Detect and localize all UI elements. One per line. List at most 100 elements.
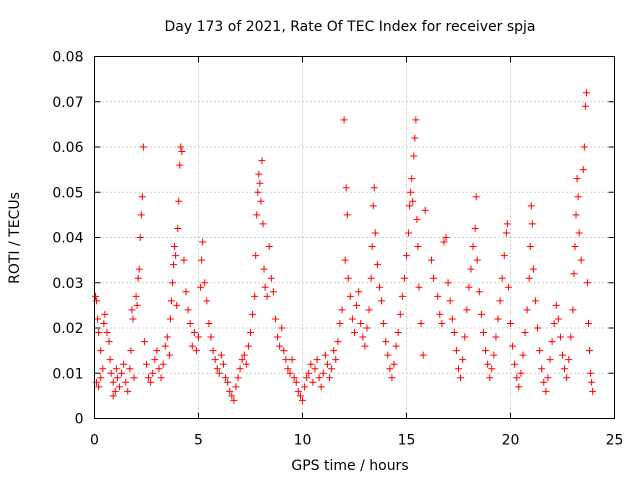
- data-point: [353, 301, 361, 309]
- data-point: [238, 356, 246, 364]
- data-point: [254, 188, 262, 196]
- data-point: [167, 297, 175, 305]
- data-point: [282, 356, 290, 364]
- data-point: [203, 297, 211, 305]
- data-point: [521, 329, 529, 337]
- data-point: [375, 283, 383, 291]
- data-point: [567, 333, 575, 341]
- data-point: [407, 188, 415, 196]
- data-point: [411, 134, 419, 142]
- data-point: [315, 374, 323, 382]
- data-point: [346, 292, 354, 300]
- data-point: [269, 288, 277, 296]
- data-point: [338, 306, 346, 314]
- data-point: [572, 211, 580, 219]
- data-point: [97, 374, 105, 382]
- data-point: [523, 306, 531, 314]
- data-point: [398, 292, 406, 300]
- data-point: [540, 378, 548, 386]
- data-point: [577, 256, 585, 264]
- data-point: [552, 301, 560, 309]
- data-point: [448, 315, 456, 323]
- data-point: [170, 261, 178, 269]
- y-tick-label: 0.04: [52, 231, 83, 247]
- data-point: [442, 234, 450, 241]
- data-point: [378, 297, 386, 305]
- data-point: [527, 202, 535, 210]
- data-point: [482, 347, 490, 355]
- data-point: [173, 301, 181, 309]
- data-point: [573, 175, 581, 183]
- data-point: [100, 319, 108, 327]
- data-point: [139, 143, 147, 151]
- data-point: [421, 206, 429, 214]
- y-tick-label: 0.07: [52, 95, 83, 111]
- y-tick-label: 0.03: [52, 276, 83, 292]
- data-point: [195, 333, 202, 341]
- data-point: [528, 220, 536, 228]
- data-point: [427, 256, 435, 264]
- data-point: [538, 365, 546, 373]
- y-axis-label: ROTI / TECUs: [7, 192, 23, 284]
- data-point: [97, 347, 105, 355]
- data-point: [536, 347, 544, 355]
- data-point: [259, 220, 267, 228]
- data-point: [332, 356, 340, 364]
- data-point: [509, 342, 517, 350]
- data-point: [303, 374, 311, 382]
- data-point: [294, 387, 302, 395]
- data-point: [569, 306, 577, 314]
- data-point: [386, 365, 394, 373]
- data-point: [368, 243, 376, 251]
- data-point: [174, 224, 182, 232]
- data-point: [563, 374, 571, 382]
- data-point: [475, 288, 483, 296]
- data-point: [317, 383, 325, 391]
- data-point: [319, 369, 327, 377]
- data-point: [400, 274, 408, 282]
- data-point: [198, 256, 206, 264]
- data-point: [109, 378, 117, 386]
- data-point: [587, 369, 595, 377]
- data-point: [534, 324, 542, 332]
- data-point: [253, 211, 261, 219]
- data-point: [112, 365, 120, 373]
- data-point: [106, 356, 114, 364]
- data-point: [242, 360, 250, 368]
- data-point: [430, 274, 438, 282]
- data-point: [178, 148, 186, 156]
- data-point: [546, 356, 554, 364]
- data-point: [263, 292, 271, 300]
- data-point: [492, 333, 500, 341]
- data-point: [582, 89, 590, 97]
- data-point: [340, 116, 348, 124]
- x-tick-label: 0: [90, 433, 99, 449]
- data-marks: [92, 89, 597, 404]
- data-point: [434, 292, 442, 300]
- data-point: [94, 315, 102, 323]
- data-point: [284, 365, 292, 373]
- data-point: [288, 356, 296, 364]
- data-point: [149, 369, 157, 377]
- data-point: [165, 351, 173, 359]
- data-point: [488, 365, 496, 373]
- data-point: [583, 279, 591, 287]
- data-point: [157, 374, 165, 382]
- data-point: [502, 229, 510, 237]
- data-point: [334, 338, 342, 346]
- data-point: [517, 369, 525, 377]
- data-point: [351, 329, 358, 337]
- data-point: [515, 383, 523, 391]
- data-point: [494, 315, 502, 323]
- data-point: [369, 202, 377, 210]
- data-point: [134, 274, 142, 282]
- data-point: [409, 197, 417, 205]
- data-point: [465, 283, 473, 291]
- data-point: [155, 365, 163, 373]
- data-point: [570, 270, 578, 278]
- data-point: [95, 383, 103, 391]
- x-tick-label: 10: [294, 433, 312, 449]
- data-point: [408, 175, 416, 183]
- data-point: [258, 157, 266, 165]
- data-point: [232, 383, 240, 391]
